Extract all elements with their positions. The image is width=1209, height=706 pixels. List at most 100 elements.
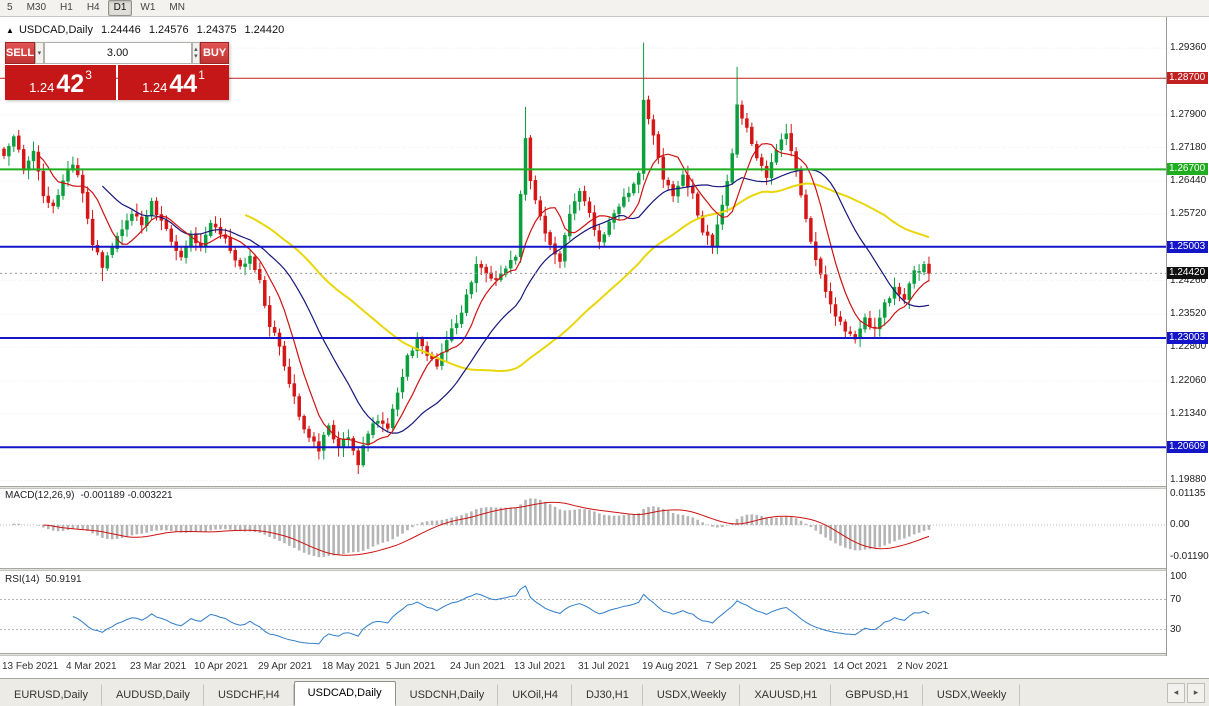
- date-axis-label: 24 Jun 2021: [450, 661, 506, 672]
- sell-price-tile[interactable]: 1.24 42 3: [5, 65, 116, 100]
- buy-price-point: 1: [198, 68, 205, 82]
- axis-tick-label: 1.27900: [1170, 109, 1207, 120]
- chart-tab-usdcnh-daily[interactable]: USDCNH,Daily: [396, 684, 499, 706]
- ohlc-high: 1.24576: [148, 24, 189, 36]
- chart-tab-dj30-h1[interactable]: DJ30,H1: [572, 684, 643, 706]
- chart-tab-usdcad-daily[interactable]: USDCAD,Daily: [293, 681, 396, 706]
- macd-values: -0.001189 -0.003221: [80, 490, 173, 501]
- chart-marker-icon: ▲: [6, 26, 14, 35]
- macd-indicator-label: MACD(12,26,9) -0.001189 -0.003221: [5, 490, 179, 501]
- tab-scroll-controls: ◂ ▸: [1165, 679, 1209, 706]
- price-level-label: 1.20609: [1167, 441, 1209, 453]
- rsi-name: RSI(14): [5, 574, 40, 585]
- panel-separator-macd[interactable]: [0, 486, 1209, 489]
- price-level-label: 1.28700: [1167, 72, 1209, 84]
- price-chart-svg[interactable]: [0, 17, 1166, 678]
- volume-input[interactable]: [43, 42, 192, 64]
- timeframe-toolbar: 5 M30 H1 H4 D1 W1 MN: [0, 0, 1209, 17]
- volume-dropdown-icon[interactable]: ▾: [35, 42, 44, 64]
- price-level-label: 1.23003: [1167, 332, 1209, 344]
- date-axis-label: 2 Nov 2021: [897, 661, 949, 672]
- buy-price-tile[interactable]: 1.24 44 1: [118, 65, 229, 100]
- chart-tab-gbpusd-h1[interactable]: GBPUSD,H1: [831, 684, 923, 706]
- timeframe-button-5[interactable]: 5: [7, 2, 13, 13]
- chart-tab-eurusd-daily[interactable]: EURUSD,Daily: [0, 684, 102, 706]
- timeframe-button-w1[interactable]: W1: [140, 2, 156, 13]
- sell-price-point: 3: [85, 68, 92, 82]
- current-price-label: 1.24420: [1167, 267, 1209, 279]
- buy-price-prefix: 1.24: [142, 80, 168, 95]
- time-axis[interactable]: 13 Feb 2021 4 Mar 2021 23 Mar 2021 10 Apr 2…: [0, 656, 1209, 678]
- moving-average-line: [101, 168, 930, 434]
- buy-button[interactable]: BUY: [200, 42, 230, 64]
- chart-tab-usdchf-h4[interactable]: USDCHF,H4: [204, 684, 294, 706]
- date-axis-label: 13 Feb 2021: [2, 661, 59, 672]
- date-axis-label: 4 Mar 2021: [66, 661, 117, 672]
- axis-tick-label: 1.22060: [1170, 375, 1207, 386]
- tab-scroll-left-icon[interactable]: ◂: [1167, 682, 1185, 703]
- macd-axis-label: 0.00: [1170, 519, 1190, 530]
- date-axis-label: 5 Jun 2021: [386, 661, 436, 672]
- rsi-axis-label: 100: [1170, 571, 1187, 582]
- rsi-indicator-label: RSI(14) 50.9191: [5, 574, 88, 585]
- panel-separator-bottom[interactable]: [0, 653, 1209, 656]
- axis-tick-label: 1.23520: [1170, 308, 1207, 319]
- date-axis-label: 18 May 2021: [322, 661, 380, 672]
- axis-tick-label: 1.19880: [1170, 474, 1207, 485]
- volume-stepper[interactable]: ▴ ▾: [191, 42, 201, 64]
- axis-tick-label: 1.29360: [1170, 42, 1207, 53]
- chart-tab-audusd-daily[interactable]: AUDUSD,Daily: [102, 684, 204, 706]
- price-level-label: 1.25003: [1167, 241, 1209, 253]
- sell-price-prefix: 1.24: [29, 80, 55, 95]
- spin-down-icon[interactable]: ▾: [194, 53, 198, 60]
- axis-tick-label: 1.24260: [1170, 275, 1207, 286]
- date-axis-label: 13 Jul 2021: [514, 661, 566, 672]
- chart-tab-bar: EURUSD,Daily AUDUSD,Daily USDCHF,H4 USDCAD,…: [0, 678, 1209, 706]
- timeframe-button-mn[interactable]: MN: [169, 2, 185, 13]
- spin-up-icon[interactable]: ▴: [194, 46, 198, 53]
- rsi-line: [72, 585, 930, 645]
- date-axis-label: 14 Oct 2021: [833, 661, 888, 672]
- chart-tab-xauusd-h1[interactable]: XAUUSD,H1: [740, 684, 832, 706]
- macd-axis-label: 0.01135: [1170, 488, 1206, 499]
- chart-tab-usdx-weekly[interactable]: USDX,Weekly: [643, 684, 741, 706]
- chart-symbol-title: USDCAD,Daily: [18, 24, 93, 36]
- moving-average-line: [244, 182, 930, 373]
- date-axis-label: 29 Apr 2021: [258, 661, 312, 672]
- sell-button[interactable]: SELL: [5, 42, 36, 64]
- timeframe-button-h1[interactable]: H1: [60, 2, 73, 13]
- date-axis-label: 25 Sep 2021: [770, 661, 827, 672]
- timeframe-button-m30[interactable]: M30: [26, 2, 47, 13]
- chart-tabs: EURUSD,Daily AUDUSD,Daily USDCHF,H4 USDCAD,…: [0, 679, 1021, 706]
- macd-name: MACD(12,26,9): [5, 490, 75, 501]
- rsi-value: 50.9191: [45, 574, 82, 585]
- timeframe-button-h4[interactable]: H4: [86, 2, 100, 13]
- date-axis-label: 19 Aug 2021: [642, 661, 699, 672]
- macd-signal-line: [43, 501, 930, 556]
- rsi-axis-label: 30: [1170, 624, 1182, 635]
- axis-tick-label: 1.21340: [1170, 408, 1207, 419]
- chart-tab-usdx-weekly[interactable]: USDX,Weekly: [923, 684, 1021, 706]
- axis-tick-label: 1.27180: [1170, 142, 1207, 153]
- price-level-label: 1.26700: [1167, 163, 1209, 175]
- ohlc-open: 1.24446: [101, 24, 141, 36]
- date-axis-label: 31 Jul 2021: [578, 661, 630, 672]
- one-click-trade-panel: SELL ▾ ▴ ▾ BUY 1.24 42 3 1.24 44 1: [5, 42, 230, 100]
- rsi-axis-label: 70: [1170, 594, 1182, 605]
- tab-scroll-right-icon[interactable]: ▸: [1187, 682, 1205, 703]
- ohlc-low: 1.24375: [196, 24, 237, 36]
- macd-axis-label: -0.01190: [1170, 551, 1209, 562]
- buy-price-pips: 44: [169, 70, 198, 98]
- axis-tick-label: 1.26440: [1170, 175, 1207, 186]
- ohlc-close: 1.24420: [244, 24, 285, 36]
- moving-average-line: [37, 142, 930, 446]
- timeframe-button-d1[interactable]: D1: [107, 0, 133, 16]
- chart-ohlc-header: ▲ USDCAD,Daily 1.24446 1.24576 1.24375 1…: [6, 24, 289, 36]
- price-axis[interactable]: 1.29360 1.27900 1.27180 1.26440 1.25720 1.242…: [1166, 17, 1209, 678]
- chart-tab-ukoil-h4[interactable]: UKOil,H4: [498, 684, 573, 706]
- chart-area: 1.29360 1.27900 1.27180 1.26440 1.25720 1.242…: [0, 17, 1209, 678]
- axis-tick-label: 1.22800: [1170, 341, 1207, 352]
- date-axis-label: 23 Mar 2021: [130, 661, 187, 672]
- date-axis-label: 7 Sep 2021: [706, 661, 758, 672]
- panel-separator-rsi[interactable]: [0, 568, 1209, 571]
